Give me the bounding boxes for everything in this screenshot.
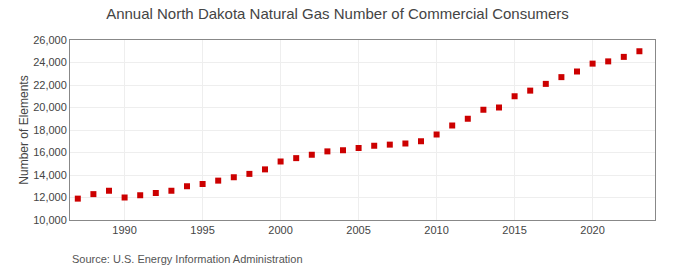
svg-text:18,000: 18,000	[33, 124, 67, 136]
svg-text:24,000: 24,000	[33, 56, 67, 68]
svg-text:16,000: 16,000	[33, 146, 67, 158]
svg-text:20,000: 20,000	[33, 101, 67, 113]
svg-text:2000: 2000	[268, 224, 292, 236]
svg-text:12,000: 12,000	[33, 191, 67, 203]
svg-text:2010: 2010	[424, 224, 448, 236]
svg-text:14,000: 14,000	[33, 169, 67, 181]
svg-text:2015: 2015	[502, 224, 526, 236]
svg-text:10,000: 10,000	[33, 214, 67, 226]
svg-text:Annual North Dakota Natural Ga: Annual North Dakota Natural Gas Number o…	[106, 5, 569, 22]
svg-text:2020: 2020	[580, 224, 604, 236]
svg-text:Source: U.S. Energy Informatio: Source: U.S. Energy Information Administ…	[72, 253, 303, 265]
svg-text:2005: 2005	[346, 224, 370, 236]
svg-text:Number of Elements: Number of Elements	[17, 75, 31, 184]
svg-text:22,000: 22,000	[33, 79, 67, 91]
svg-text:1990: 1990	[112, 224, 136, 236]
svg-text:26,000: 26,000	[33, 34, 67, 46]
svg-text:1995: 1995	[190, 224, 214, 236]
